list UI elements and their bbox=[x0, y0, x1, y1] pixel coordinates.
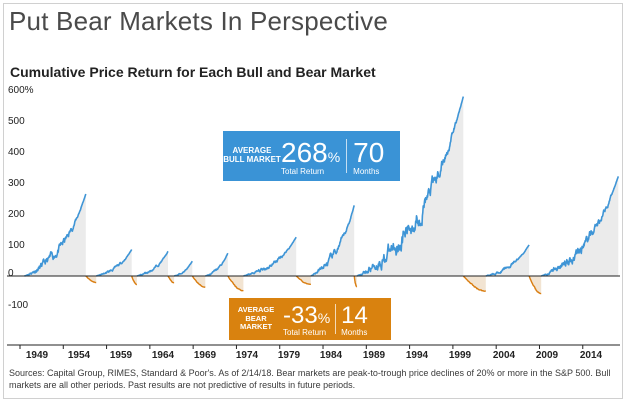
bull-market-line-10 bbox=[243, 236, 297, 277]
x-tick-label: 1949 bbox=[25, 350, 49, 361]
y-tick-label: 200 bbox=[8, 209, 25, 220]
x-tick-label: 1999 bbox=[448, 350, 472, 361]
callout-months-label: Months bbox=[341, 327, 368, 337]
bull-market-line-18 bbox=[540, 176, 620, 277]
page-title: Put Bear Markets In Perspective bbox=[9, 6, 389, 36]
bull-market-area-18 bbox=[541, 176, 619, 276]
callout-return-label: Total Return bbox=[281, 166, 325, 176]
bull-market-line-16 bbox=[485, 244, 530, 277]
bear-market-area-17 bbox=[529, 276, 542, 294]
callout-months-value: 70 bbox=[353, 136, 385, 168]
bear-market-line-7 bbox=[191, 275, 206, 288]
bull-market-line-8 bbox=[204, 252, 229, 277]
callout-return-value: 268% bbox=[281, 137, 340, 169]
bear-market-line-1 bbox=[85, 275, 97, 284]
callout-return-label: Total Return bbox=[283, 327, 327, 337]
x-tick-label: 1959 bbox=[109, 350, 133, 361]
x-tick-label: 2004 bbox=[492, 350, 516, 361]
bear-market-area-15 bbox=[463, 276, 486, 292]
bull-market-area-16 bbox=[485, 244, 530, 276]
x-tick-label: 1969 bbox=[193, 350, 217, 361]
bull-market-area-6 bbox=[174, 261, 193, 276]
bull-market-area-2 bbox=[96, 249, 132, 276]
x-tick-label: 1989 bbox=[362, 350, 386, 361]
callout-return-unit: % bbox=[317, 309, 331, 326]
bear-market-line-17 bbox=[528, 275, 542, 295]
bear-market-line-9 bbox=[227, 275, 244, 292]
bear-market-line-5 bbox=[167, 275, 175, 284]
bull-market-line-12 bbox=[310, 205, 355, 277]
callout-months-group: 70 Months bbox=[353, 137, 384, 176]
y-tick-label: 300 bbox=[8, 178, 25, 189]
bull-market-line-6 bbox=[173, 260, 193, 277]
x-tick-label: 1994 bbox=[405, 350, 429, 361]
average-bear-market-callout: AVERAGE BEAR MARKET -33% Total Return 14… bbox=[229, 298, 391, 340]
y-tick-label: 0 bbox=[8, 268, 14, 279]
bull-market-line-2 bbox=[95, 249, 133, 277]
y-tick-label: 400 bbox=[8, 147, 25, 158]
callout-return-number: 268 bbox=[281, 136, 328, 168]
bear-market-line-15 bbox=[462, 275, 487, 292]
callout-divider bbox=[335, 304, 337, 334]
callout-divider bbox=[346, 139, 348, 173]
callout-months-label: Months bbox=[353, 166, 380, 176]
x-tick-label: 1974 bbox=[235, 350, 259, 361]
callout-label: AVERAGE BULL MARKET bbox=[223, 146, 281, 164]
x-tick-label: 2014 bbox=[579, 350, 603, 361]
bull-market-line-14 bbox=[356, 96, 465, 277]
bear-market-area-9 bbox=[227, 276, 244, 291]
bull-market-area-14 bbox=[356, 96, 464, 276]
chart-title: Cumulative Price Return for Each Bull an… bbox=[10, 64, 376, 80]
callout-months-group: 14 Months bbox=[341, 302, 368, 337]
x-tick-label: 1964 bbox=[151, 350, 175, 361]
x-tick-label: 1979 bbox=[277, 350, 301, 361]
bull-market-line-0 bbox=[23, 193, 87, 277]
callout-months-value: 14 bbox=[341, 301, 368, 329]
bull-market-area-8 bbox=[205, 253, 228, 276]
x-tick-label: 1984 bbox=[319, 350, 343, 361]
callout-return-group: -33% Total Return bbox=[283, 302, 330, 337]
bull-market-area-12 bbox=[310, 205, 355, 276]
bear-market-area-7 bbox=[192, 276, 206, 288]
bull-market-line-4 bbox=[136, 250, 169, 277]
x-tick-label: 2009 bbox=[535, 350, 559, 361]
sources-footnote: Sources: Capital Group, RIMES, Standard … bbox=[9, 368, 611, 390]
bear-market-line-13 bbox=[353, 275, 358, 288]
bull-market-area-10 bbox=[243, 237, 297, 276]
bear-market-line-11 bbox=[295, 275, 312, 285]
callout-return-group: 268% Total Return bbox=[281, 137, 340, 176]
y-tick-label: 100 bbox=[8, 240, 25, 251]
callout-return-value: -33% bbox=[283, 302, 330, 330]
bull-market-area-4 bbox=[136, 251, 168, 276]
average-bull-market-callout: AVERAGE BULL MARKET 268% Total Return 70… bbox=[223, 131, 400, 181]
y-tick-label: 600% bbox=[8, 85, 34, 96]
y-tick-label: 500 bbox=[8, 116, 25, 127]
bear-market-line-3 bbox=[131, 275, 138, 286]
x-tick-label: 1954 bbox=[67, 350, 91, 361]
callout-return-number: -33 bbox=[283, 301, 318, 329]
callout-return-unit: % bbox=[327, 148, 341, 165]
callout-label: AVERAGE BEAR MARKET bbox=[237, 305, 275, 332]
y-tick-label: -100 bbox=[8, 300, 29, 311]
bear-market-area-11 bbox=[296, 276, 311, 285]
bull-market-area-0 bbox=[24, 194, 86, 276]
